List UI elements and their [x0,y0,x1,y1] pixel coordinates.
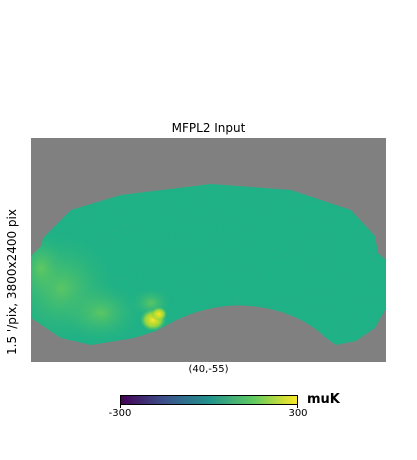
colorbar-max-tick [297,405,298,408]
colorbar [120,395,298,405]
y-axis-label: 1.5 '/pix, 3800x2400 pix [5,209,19,355]
map-center-label: (40,-55) [188,364,229,375]
map-title: MFPL2 Input [171,121,246,135]
colorbar-unit: muK [307,392,340,407]
colorbar-min-label: -300 [108,408,132,419]
map-footprint [31,184,386,345]
colorbar-max-label: 300 [288,408,308,419]
sky-map [31,138,386,362]
colorbar-min-tick [120,405,121,408]
